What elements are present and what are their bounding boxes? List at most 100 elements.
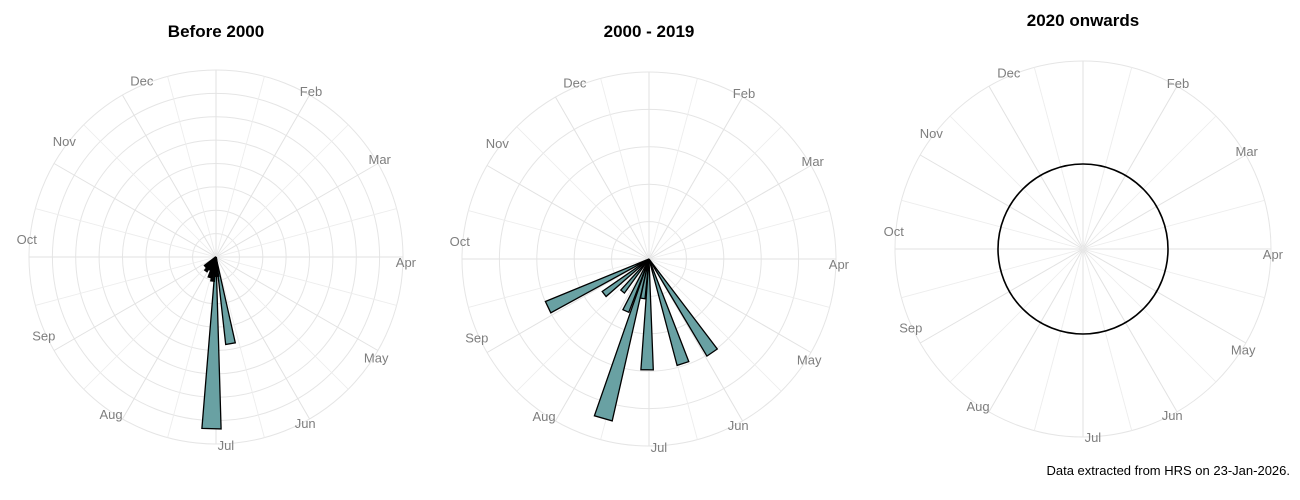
grid-spoke <box>215 208 397 258</box>
polar-chart-3: Feb Mar Apr May Jun Jul Aug Sep Oct Nov Dec <box>884 60 1284 445</box>
event-wedge <box>544 258 650 314</box>
data-circle <box>997 163 1169 335</box>
polar-chart-1: Feb Mar Apr May Jun Jul Aug Sep Oct Nov Dec <box>17 69 417 453</box>
month-label-jul: Jul <box>218 438 235 453</box>
grid-spoke <box>215 94 310 258</box>
month-label-nov: Nov <box>486 136 510 151</box>
grid-spoke <box>35 256 217 306</box>
month-label-apr: Apr <box>396 255 417 270</box>
month-label-may: May <box>797 353 822 368</box>
grid-spoke <box>919 248 1084 344</box>
month-label-jun: Jun <box>1162 408 1183 423</box>
month-label-aug: Aug <box>100 407 123 422</box>
month-label-mar: Mar <box>1236 144 1259 159</box>
event-wedge <box>601 258 650 298</box>
grid-spoke <box>215 124 349 258</box>
grid-spoke <box>988 248 1084 413</box>
event-wedge <box>619 258 650 295</box>
grid-spoke <box>648 258 812 353</box>
month-label-oct: Oct <box>17 232 38 247</box>
grid-spoke <box>1082 85 1178 250</box>
grid-spoke <box>468 210 650 260</box>
grid-spoke <box>1082 248 1265 299</box>
grid-spoke <box>215 256 310 420</box>
grid-spoke <box>1082 248 1247 344</box>
grid-spoke <box>215 256 379 351</box>
grid-spoke <box>516 126 650 260</box>
event-spike <box>214 256 220 278</box>
month-label-sep: Sep <box>465 331 488 346</box>
grid-spoke <box>555 258 650 422</box>
grid-spoke <box>648 165 812 260</box>
grid-spoke <box>516 258 650 392</box>
event-wedge <box>648 258 690 367</box>
grid-spoke <box>648 78 698 260</box>
grid-spoke <box>1082 199 1265 250</box>
event-wedge <box>640 258 654 371</box>
chart-title-2020-onwards: 2020 onwards <box>1026 11 1140 30</box>
month-label-apr: Apr <box>829 257 850 272</box>
month-label-aug: Aug <box>967 399 990 414</box>
month-label-nov: Nov <box>920 126 944 141</box>
chart-title-before-2000: Before 2000 <box>167 22 265 41</box>
grid-spoke <box>122 94 217 258</box>
grid-spoke <box>167 256 217 438</box>
grid-spoke <box>901 199 1084 250</box>
grid-spoke <box>648 258 830 308</box>
grid-spoke <box>215 163 379 258</box>
grid-spoke <box>486 258 650 353</box>
grid-spoke <box>215 76 265 258</box>
grid-spoke <box>901 248 1084 299</box>
data-source-caption: Data extracted from HRS on 23-Jan-2026. <box>1046 463 1290 478</box>
month-label-jun: Jun <box>295 416 316 431</box>
grid-spoke <box>949 248 1084 383</box>
grid-spoke <box>1082 115 1217 250</box>
month-label-nov: Nov <box>53 134 77 149</box>
month-label-jun: Jun <box>728 418 749 433</box>
month-label-may: May <box>364 351 389 366</box>
grid-spoke <box>648 126 782 260</box>
month-label-mar: Mar <box>802 154 825 169</box>
grid-spoke <box>1082 248 1178 413</box>
month-label-sep: Sep <box>899 321 922 336</box>
event-wedge <box>622 258 650 314</box>
grid-spoke <box>919 154 1084 250</box>
grid-spoke <box>167 76 217 258</box>
grid-spoke <box>83 256 217 390</box>
polar-chart-2: Feb Mar Apr May Jun Jul Aug Sep Oct Nov Dec <box>450 71 850 455</box>
grid-spoke <box>1082 67 1133 250</box>
grid-spoke <box>648 96 743 260</box>
grid-spoke <box>215 256 265 438</box>
grid-spoke <box>35 208 217 258</box>
grid-spoke <box>949 115 1084 250</box>
grid-spoke <box>988 85 1084 250</box>
month-label-may: May <box>1231 343 1256 358</box>
grid-spoke <box>1082 154 1247 250</box>
month-label-dec: Dec <box>563 76 587 91</box>
grid-spoke <box>486 165 650 260</box>
grid-spoke <box>1082 248 1133 431</box>
month-label-jul: Jul <box>651 440 668 455</box>
grid-spoke <box>648 258 782 392</box>
month-label-oct: Oct <box>884 224 905 239</box>
event-wedge <box>215 256 237 346</box>
event-wedge <box>201 256 222 430</box>
month-label-feb: Feb <box>1167 76 1189 91</box>
grid-spoke <box>600 78 650 260</box>
grid-spoke <box>648 210 830 260</box>
grid-spoke <box>1033 248 1084 431</box>
month-label-dec: Dec <box>997 66 1021 81</box>
grid-spoke <box>555 96 650 260</box>
grid-spoke <box>83 124 217 258</box>
month-label-feb: Feb <box>733 86 755 101</box>
month-label-dec: Dec <box>130 74 154 89</box>
month-label-oct: Oct <box>450 234 471 249</box>
month-label-mar: Mar <box>369 152 392 167</box>
grid-spoke <box>215 256 397 306</box>
grid-spoke <box>122 256 217 420</box>
month-label-jul: Jul <box>1085 430 1102 445</box>
grid-spoke <box>1033 67 1084 250</box>
grid-spoke <box>1082 248 1217 383</box>
event-wedge <box>593 258 650 422</box>
